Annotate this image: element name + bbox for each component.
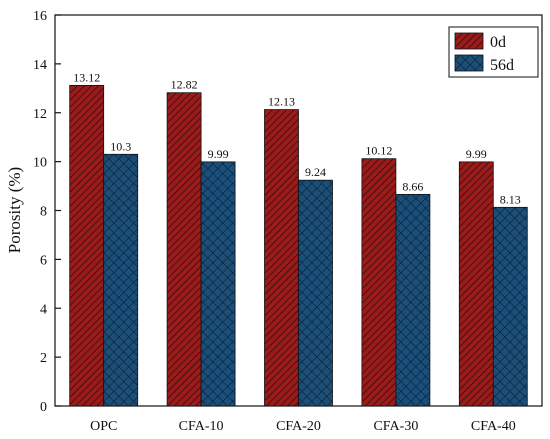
y-axis: 0 2 4 6 8 10 12 14 16 [33,9,61,415]
data-label-56d-cfa-30: 8.66 [402,179,423,193]
bar-0d-cfa-30 [361,158,397,407]
y-tick-label: 16 [33,9,47,24]
bar-56d-cfa-10 [200,161,236,407]
legend-label-56d: 56d [490,57,514,74]
x-tick-label: CFA-10 [179,419,224,434]
y-tick-label: 14 [33,58,47,73]
x-tick-label: CFA-20 [276,419,321,434]
bar-56d-cfa-20 [298,179,333,407]
x-axis: OPC CFA-10 CFA-20 CFA-30 CFA-40 [90,401,516,434]
y-tick-label: 4 [40,302,47,317]
legend: 0d 56d [448,26,539,78]
data-label-0d-cfa-10: 12.82 [171,78,198,92]
data-label-56d-opc: 10.3 [110,139,131,153]
bar-56d-cfa-40 [492,206,528,407]
data-label-56d-cfa-40: 8.13 [500,192,521,206]
y-tick-label: 0 [40,400,47,415]
bar-0d-cfa-20 [264,109,299,407]
y-tick-label: 8 [40,205,47,220]
bar-0d-cfa-40 [458,161,494,407]
y-tick-label: 6 [40,253,47,268]
data-label-0d-cfa-30: 10.12 [365,144,392,158]
x-tick-label: OPC [90,419,117,434]
x-tick-label: CFA-40 [471,419,516,434]
x-tick-label: CFA-30 [373,419,418,434]
legend-label-0d: 0d [490,34,506,51]
y-tick-label: 10 [33,156,47,171]
data-label-0d-opc: 13.12 [73,70,100,84]
legend-swatch-56d [454,54,484,72]
data-label-0d-cfa-40: 9.99 [466,147,487,161]
bar-0d-cfa-10 [166,92,202,407]
y-tick-label: 12 [33,107,47,122]
legend-swatch-0d [454,32,484,50]
data-label-56d-cfa-10: 9.99 [208,147,229,161]
data-label-0d-cfa-20: 12.13 [268,95,295,109]
data-labels: 13.12 10.3 12.82 9.99 12.13 9.24 10.12 8.66 9.99… [73,70,521,206]
bar-56d-opc [103,153,139,407]
bar-56d-cfa-30 [395,193,431,407]
bar-0d-opc [69,84,105,407]
y-tick-label: 2 [40,351,47,366]
y-axis-title: Porosity (%) [5,167,24,253]
bar-group [69,84,528,407]
data-label-56d-cfa-20: 9.24 [305,165,326,179]
